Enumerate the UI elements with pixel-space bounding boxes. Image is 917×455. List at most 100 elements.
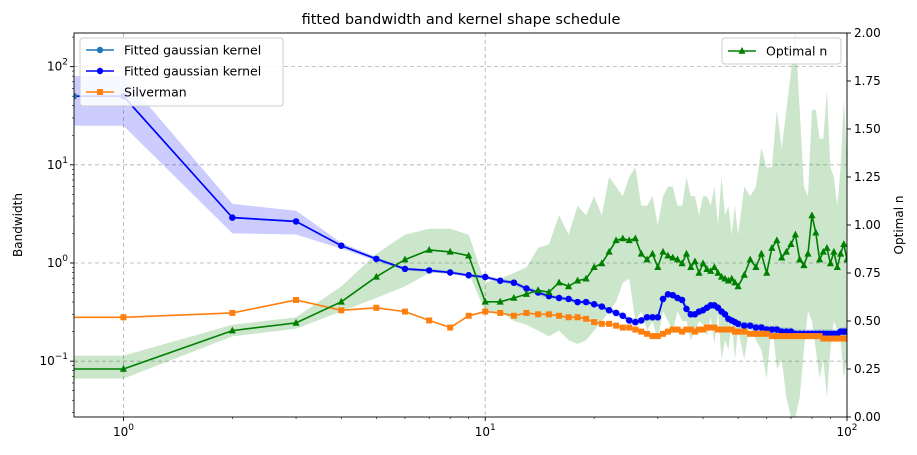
- data-point: [714, 269, 722, 276]
- data-point: [687, 263, 695, 271]
- data-point: [695, 269, 703, 276]
- legend-marker: [738, 47, 746, 54]
- data-point: [740, 270, 748, 278]
- data-point: [830, 335, 837, 342]
- data-point: [816, 255, 824, 263]
- data-point: [710, 263, 718, 271]
- data-point: [707, 324, 714, 331]
- y2-tick-label: 1.25: [854, 170, 881, 184]
- data-point: [638, 317, 645, 324]
- data-point: [465, 272, 472, 279]
- data-point: [497, 309, 504, 316]
- data-point: [510, 293, 518, 301]
- data-point: [74, 92, 78, 100]
- y2-tick-label: 0.50: [854, 314, 881, 328]
- data-point: [728, 274, 736, 282]
- data-point: [787, 240, 795, 247]
- data-point: [724, 276, 732, 284]
- y-tick-label: 101: [47, 156, 68, 172]
- data-point: [446, 247, 454, 255]
- data-point: [787, 333, 794, 340]
- data-point: [555, 294, 563, 302]
- data-point: [426, 317, 433, 324]
- series-band-1: [74, 76, 847, 339]
- legend-marker: [97, 89, 103, 95]
- data-point: [827, 335, 834, 342]
- data-point: [843, 328, 847, 335]
- data-point: [796, 255, 804, 263]
- data-point: [590, 263, 598, 271]
- data-point: [338, 242, 345, 249]
- data-point: [800, 261, 808, 269]
- data-point: [523, 285, 530, 292]
- data-point: [782, 247, 791, 255]
- y2-tick-label: 1.50: [854, 122, 881, 136]
- data-point: [654, 263, 662, 271]
- data-point: [746, 255, 754, 263]
- data-point: [731, 328, 738, 335]
- data-point: [482, 273, 489, 281]
- legend-marker: [96, 67, 104, 75]
- data-point: [401, 255, 409, 263]
- data-point: [728, 326, 735, 333]
- data-point: [669, 326, 676, 333]
- data-point: [683, 305, 690, 313]
- data-point: [791, 230, 799, 238]
- data-point: [534, 286, 542, 294]
- data-point: [691, 257, 699, 265]
- data-point: [808, 333, 815, 340]
- x-tick-label: 100: [113, 423, 134, 439]
- data-point: [682, 249, 691, 257]
- data-point: [292, 218, 300, 225]
- series-line-3: [74, 215, 847, 370]
- data-point: [757, 249, 766, 257]
- data-point: [812, 333, 819, 340]
- data-point: [545, 288, 553, 295]
- y-axis-ticks: 10−1 100 101 102: [39, 36, 74, 413]
- data-point: [598, 303, 605, 310]
- data-point: [731, 278, 739, 286]
- data-point: [522, 290, 531, 297]
- data-point: [796, 333, 803, 340]
- data-point: [703, 324, 710, 331]
- data-point: [632, 318, 639, 326]
- data-point: [619, 312, 626, 319]
- confidence-bands: [74, 33, 847, 417]
- data-point: [637, 249, 645, 257]
- data-point: [691, 328, 698, 335]
- data-point: [678, 259, 686, 267]
- data-point: [372, 272, 380, 280]
- data-point: [535, 311, 542, 318]
- data-point: [583, 315, 590, 322]
- y-tick-label: 10−1: [39, 352, 68, 368]
- data-point: [746, 322, 754, 329]
- data-point: [768, 244, 776, 251]
- data-point: [768, 333, 775, 340]
- legend-left: Fitted gaussian kernel Fitted gaussian ke…: [79, 37, 284, 107]
- data-point: [783, 333, 790, 340]
- data-point: [836, 249, 845, 257]
- data-point: [707, 267, 715, 274]
- data-point: [752, 324, 760, 331]
- data-point: [735, 328, 742, 335]
- data-point: [338, 307, 345, 314]
- data-point: [752, 263, 760, 271]
- data-point: [763, 330, 770, 337]
- data-point: [228, 326, 236, 334]
- data-point: [465, 251, 473, 259]
- y2-tick-label: 0.25: [854, 362, 881, 376]
- data-point: [337, 297, 345, 305]
- data-point: [564, 282, 573, 290]
- data-point: [659, 247, 667, 255]
- data-point: [773, 236, 781, 244]
- data-point: [703, 265, 711, 272]
- legend-label: Fitted gaussian kernel: [124, 64, 261, 79]
- data-point: [574, 314, 581, 321]
- data-point: [605, 307, 613, 314]
- data-point: [591, 319, 598, 326]
- data-point: [446, 269, 454, 276]
- data-point: [643, 255, 651, 263]
- data-point: [612, 236, 620, 244]
- data-point: [643, 330, 650, 337]
